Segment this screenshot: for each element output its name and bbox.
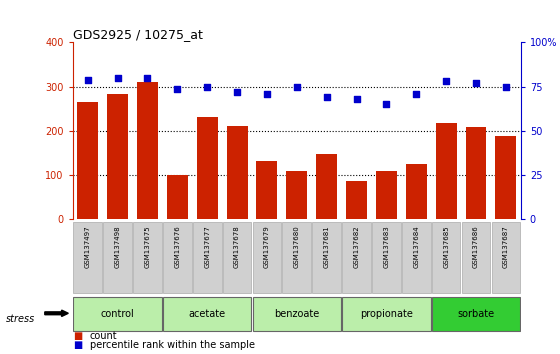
Bar <box>223 222 251 293</box>
Bar <box>492 222 520 293</box>
Text: ■: ■ <box>73 340 82 350</box>
Bar <box>286 171 307 219</box>
Bar <box>73 297 162 331</box>
Bar <box>193 222 222 293</box>
Bar <box>163 222 192 293</box>
Text: GSM137686: GSM137686 <box>473 225 479 268</box>
Bar <box>253 222 281 293</box>
Bar <box>103 222 132 293</box>
Text: propionate: propionate <box>360 309 413 319</box>
Text: GSM137684: GSM137684 <box>413 225 419 268</box>
Text: stress: stress <box>6 314 35 324</box>
Bar <box>461 222 491 293</box>
Text: count: count <box>90 331 117 341</box>
Bar <box>406 164 427 219</box>
Point <box>412 91 421 97</box>
Text: GSM137680: GSM137680 <box>294 225 300 268</box>
Bar <box>465 127 487 219</box>
Bar <box>107 94 128 219</box>
Text: GSM137683: GSM137683 <box>384 225 389 268</box>
Bar <box>137 82 158 219</box>
Bar <box>432 297 520 331</box>
Bar <box>312 222 341 293</box>
Text: control: control <box>101 309 134 319</box>
Text: GSM137678: GSM137678 <box>234 225 240 268</box>
Point <box>263 91 272 97</box>
Text: ■: ■ <box>73 331 82 341</box>
Bar <box>372 222 401 293</box>
Point <box>322 95 331 100</box>
Bar <box>227 126 248 219</box>
Point <box>203 84 212 90</box>
Bar <box>436 123 456 219</box>
Bar <box>496 136 516 219</box>
Text: GSM137677: GSM137677 <box>204 225 210 268</box>
Bar <box>376 171 397 219</box>
Bar <box>432 222 460 293</box>
Bar <box>167 175 188 219</box>
Point <box>382 102 391 107</box>
Point <box>143 75 152 81</box>
Bar <box>197 117 218 219</box>
Bar <box>253 297 341 331</box>
Text: acetate: acetate <box>189 309 226 319</box>
Point <box>352 96 361 102</box>
Bar <box>402 222 431 293</box>
Point <box>83 77 92 82</box>
Text: benzoate: benzoate <box>274 309 319 319</box>
Bar <box>77 102 98 219</box>
Text: sorbate: sorbate <box>458 309 494 319</box>
Point <box>472 80 480 86</box>
Text: GSM137676: GSM137676 <box>174 225 180 268</box>
Text: GSM137679: GSM137679 <box>264 225 270 268</box>
Point <box>292 84 301 90</box>
Bar <box>346 181 367 219</box>
Bar <box>342 297 431 331</box>
Bar <box>163 297 251 331</box>
Text: GSM137685: GSM137685 <box>443 225 449 268</box>
Bar <box>133 222 162 293</box>
Text: GSM137497: GSM137497 <box>85 225 91 268</box>
Point <box>173 86 182 91</box>
Bar <box>73 222 102 293</box>
Bar <box>256 161 277 219</box>
Text: GSM137687: GSM137687 <box>503 225 509 268</box>
Point <box>113 75 122 81</box>
Text: GSM137681: GSM137681 <box>324 225 330 268</box>
Bar <box>282 222 311 293</box>
Text: GSM137682: GSM137682 <box>353 225 360 268</box>
Bar <box>316 154 337 219</box>
Text: GDS2925 / 10275_at: GDS2925 / 10275_at <box>73 28 203 41</box>
Point <box>232 89 241 95</box>
Point <box>501 84 510 90</box>
Text: GSM137498: GSM137498 <box>115 225 120 268</box>
Text: percentile rank within the sample: percentile rank within the sample <box>90 340 255 350</box>
Text: GSM137675: GSM137675 <box>144 225 151 268</box>
Bar <box>342 222 371 293</box>
Point <box>442 79 451 84</box>
